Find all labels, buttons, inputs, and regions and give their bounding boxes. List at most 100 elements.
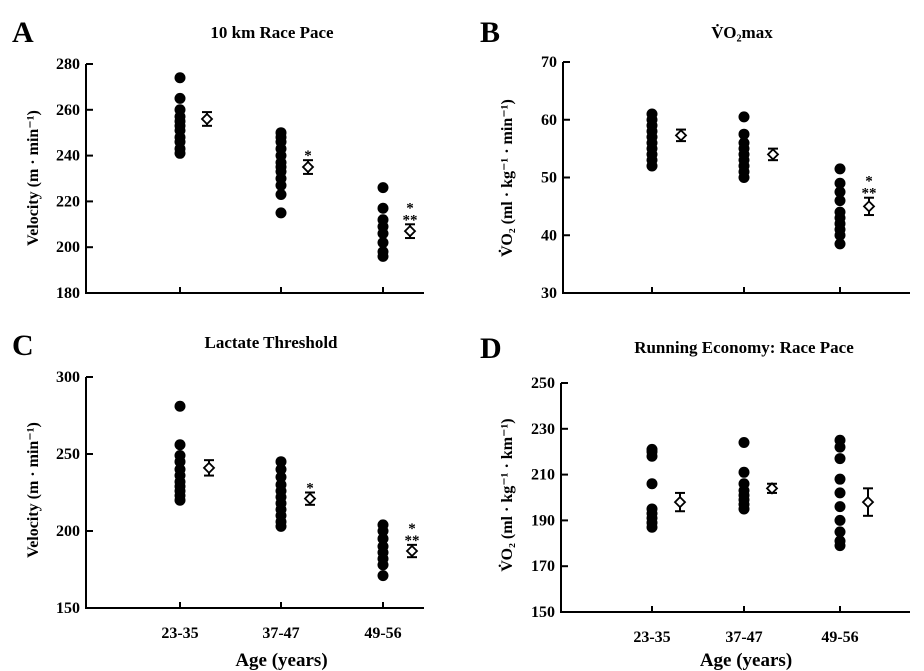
data-point — [377, 570, 389, 582]
panel-letter: B — [480, 16, 500, 49]
data-point — [834, 514, 846, 526]
data-point — [646, 503, 658, 515]
data-point — [738, 478, 750, 490]
panel-title: V̇O₂max — [711, 23, 773, 42]
data-point — [738, 137, 750, 149]
data-point — [834, 501, 846, 513]
data-point — [834, 163, 846, 175]
significance-star: ** — [862, 186, 877, 202]
y-axis-label: Velocity (m · min⁻¹) — [25, 110, 42, 246]
axis-lines — [562, 62, 910, 294]
significance-star: * — [304, 148, 312, 164]
y-tick-label: 280 — [56, 56, 80, 73]
axis-lines — [85, 64, 424, 294]
data-point — [738, 466, 750, 478]
data-point — [174, 104, 186, 116]
y-tick-label: 50 — [541, 170, 557, 187]
data-point — [174, 463, 186, 475]
data-point — [834, 526, 846, 538]
mean-marker — [861, 495, 875, 509]
y-axis-label: Velocity (m · min⁻¹) — [25, 422, 42, 558]
data-point — [834, 186, 846, 198]
data-point — [275, 127, 287, 139]
y-tick-label: 180 — [56, 285, 80, 302]
data-point — [275, 189, 287, 201]
y-tick-label: 300 — [56, 369, 80, 386]
y-tick-label: 30 — [541, 285, 557, 302]
x-tick-label: 23-35 — [161, 625, 198, 642]
mean-marker — [765, 482, 779, 495]
panel-a: A 10 km Race Pace 180 200 220 240 260 280 Veloci… — [12, 16, 424, 302]
x-tick-label: 23-35 — [633, 629, 670, 646]
data-point — [377, 533, 389, 545]
data-point — [834, 238, 846, 250]
data-point — [738, 128, 750, 140]
data-point — [646, 108, 658, 120]
significance-star: * — [865, 174, 873, 190]
data-point — [275, 463, 287, 475]
data-point — [377, 540, 389, 552]
y-tick-label: 240 — [56, 148, 80, 165]
significance-star: ** — [403, 212, 418, 228]
significance-star: * — [408, 521, 416, 537]
data-point — [174, 439, 186, 451]
y-tick-label: 150 — [531, 604, 555, 621]
data-point — [275, 456, 287, 468]
y-tick-label: 230 — [531, 421, 555, 438]
panel-title: 10 km Race Pace — [210, 23, 334, 42]
data-point — [834, 195, 846, 207]
y-tick-label: 210 — [531, 467, 555, 484]
panel-d: D Running Economy: Race Pace 150 170 190 210 2… — [480, 332, 910, 671]
mean-marker — [766, 148, 780, 161]
x-tick-label: 49-56 — [821, 629, 858, 646]
y-tick-label: 70 — [541, 54, 557, 71]
data-point — [377, 214, 389, 226]
data-point — [834, 177, 846, 189]
mean-marker — [405, 544, 419, 558]
y-tick-label: 200 — [56, 523, 80, 540]
data-point — [834, 453, 846, 465]
panel-letter: A — [12, 16, 34, 49]
y-axis-label: V̇O₂ (ml · kg⁻¹ · min⁻¹) — [497, 99, 516, 257]
data-point — [834, 487, 846, 499]
data-point — [174, 400, 186, 412]
significance-star: ** — [405, 533, 420, 549]
panel-title: Running Economy: Race Pace — [634, 338, 854, 357]
significance-star: * — [406, 200, 414, 216]
axis-lines — [85, 377, 424, 609]
y-tick-label: 190 — [531, 512, 555, 529]
y-tick-label: 60 — [541, 112, 557, 129]
y-tick-label: 250 — [56, 446, 80, 463]
data-point — [738, 437, 750, 449]
data-point — [738, 111, 750, 123]
data-point — [377, 237, 389, 249]
data-point — [174, 72, 186, 84]
data-point — [834, 434, 846, 446]
mean-marker — [303, 492, 317, 505]
data-point — [377, 519, 389, 531]
data-point — [275, 207, 287, 219]
y-tick-label: 260 — [56, 102, 80, 119]
mean-marker — [673, 495, 687, 509]
x-axis-title: Age (years) — [235, 650, 327, 671]
data-point — [834, 535, 846, 547]
mean-marker — [403, 224, 417, 238]
data-point — [174, 92, 186, 104]
y-tick-label: 250 — [531, 375, 555, 392]
mean-marker — [301, 160, 315, 174]
data-point — [275, 471, 287, 483]
y-axis-label: V̇O₂ (ml · kg⁻¹ · km⁻¹) — [497, 418, 516, 571]
data-point — [646, 443, 658, 455]
data-point — [834, 473, 846, 485]
panel-b: B V̇O₂max 30 40 50 60 70 V̇O₂ (ml · kg⁻¹ · min⁻… — [480, 16, 910, 302]
mean-marker — [202, 461, 216, 475]
y-tick-label: 150 — [56, 600, 80, 617]
data-point — [646, 478, 658, 490]
data-point — [377, 246, 389, 258]
axis-lines — [560, 383, 910, 613]
y-tick-label: 40 — [541, 227, 557, 244]
mean-marker — [674, 129, 688, 142]
y-tick-label: 220 — [56, 193, 80, 210]
data-point — [834, 206, 846, 218]
